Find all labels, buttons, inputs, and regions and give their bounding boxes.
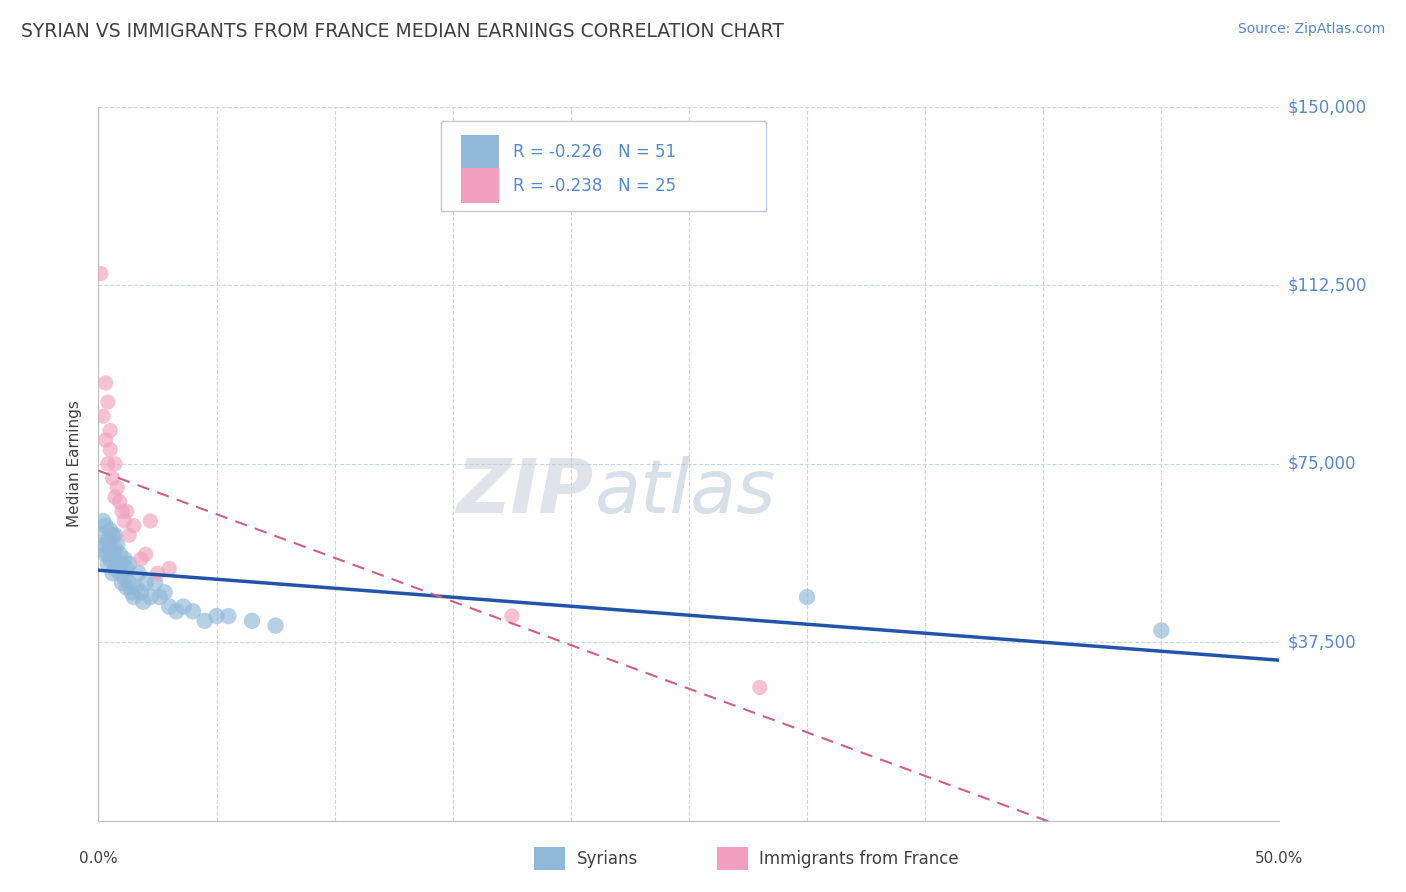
FancyBboxPatch shape xyxy=(461,135,499,169)
Point xyxy=(118,557,141,571)
Point xyxy=(90,542,112,557)
FancyBboxPatch shape xyxy=(461,169,499,202)
Text: $150,000: $150,000 xyxy=(1288,98,1367,116)
Text: ZIP: ZIP xyxy=(457,456,595,529)
Point xyxy=(153,585,176,599)
Point xyxy=(172,599,194,614)
Text: Syrians: Syrians xyxy=(576,849,638,868)
Text: $75,000: $75,000 xyxy=(1288,455,1357,473)
Point xyxy=(98,542,121,557)
Point xyxy=(104,457,127,471)
Point xyxy=(264,618,287,632)
Point xyxy=(128,566,150,581)
Point xyxy=(90,267,112,281)
Point xyxy=(111,504,134,518)
Point xyxy=(129,552,152,566)
Text: atlas: atlas xyxy=(595,457,776,528)
Point xyxy=(97,395,120,409)
Point xyxy=(101,547,124,561)
Point xyxy=(1150,624,1173,638)
Point xyxy=(217,609,239,624)
Point xyxy=(139,590,162,604)
Point xyxy=(112,552,135,566)
Point xyxy=(501,609,523,624)
Point xyxy=(98,524,121,538)
Point xyxy=(104,528,127,542)
Point xyxy=(97,457,120,471)
Point xyxy=(146,566,169,581)
Text: Immigrants from France: Immigrants from France xyxy=(759,849,959,868)
Point xyxy=(112,571,135,585)
Point xyxy=(105,538,128,552)
Point xyxy=(115,581,138,595)
Point xyxy=(139,514,162,528)
Point xyxy=(101,471,124,485)
Point xyxy=(108,547,131,561)
Point xyxy=(135,547,157,561)
Text: $37,500: $37,500 xyxy=(1288,633,1357,651)
Point xyxy=(122,518,145,533)
Point xyxy=(157,561,180,575)
Point xyxy=(115,504,138,518)
Point xyxy=(104,561,127,575)
Point xyxy=(240,614,263,628)
Point xyxy=(125,581,148,595)
Point xyxy=(118,575,141,590)
Point xyxy=(105,481,128,495)
Point xyxy=(796,590,818,604)
Text: R = -0.238   N = 25: R = -0.238 N = 25 xyxy=(513,177,676,194)
Point xyxy=(94,538,117,552)
FancyBboxPatch shape xyxy=(441,121,766,211)
Point xyxy=(181,604,204,618)
Point xyxy=(94,547,117,561)
Point xyxy=(98,442,121,457)
Point xyxy=(94,518,117,533)
Text: 50.0%: 50.0% xyxy=(1256,851,1303,866)
Point xyxy=(111,575,134,590)
Point xyxy=(112,514,135,528)
Point xyxy=(115,561,138,575)
Point xyxy=(194,614,217,628)
Point xyxy=(91,514,114,528)
Text: $112,500: $112,500 xyxy=(1288,277,1367,294)
Point xyxy=(98,424,121,438)
Point xyxy=(104,542,127,557)
Point xyxy=(104,490,127,504)
Point xyxy=(135,575,157,590)
Point xyxy=(97,533,120,547)
Text: SYRIAN VS IMMIGRANTS FROM FRANCE MEDIAN EARNINGS CORRELATION CHART: SYRIAN VS IMMIGRANTS FROM FRANCE MEDIAN … xyxy=(21,22,785,41)
Point xyxy=(105,557,128,571)
Point xyxy=(98,552,121,566)
Point xyxy=(108,495,131,509)
Point xyxy=(121,585,143,599)
Point xyxy=(91,528,114,542)
Text: 0.0%: 0.0% xyxy=(79,851,118,866)
Point xyxy=(129,585,152,599)
Point xyxy=(149,590,172,604)
Point xyxy=(108,566,131,581)
Point xyxy=(122,590,145,604)
Point xyxy=(94,376,117,390)
Point xyxy=(157,599,180,614)
Point xyxy=(111,557,134,571)
Point xyxy=(165,604,187,618)
Point xyxy=(101,528,124,542)
Point xyxy=(748,681,770,695)
Point xyxy=(94,433,117,447)
Point xyxy=(118,528,141,542)
Point xyxy=(205,609,228,624)
Y-axis label: Median Earnings: Median Earnings xyxy=(67,401,83,527)
Text: Source: ZipAtlas.com: Source: ZipAtlas.com xyxy=(1237,22,1385,37)
Point xyxy=(132,595,155,609)
Point xyxy=(101,566,124,581)
Text: R = -0.226   N = 51: R = -0.226 N = 51 xyxy=(513,143,676,161)
Point xyxy=(91,409,114,424)
Point xyxy=(97,557,120,571)
Point xyxy=(143,575,166,590)
